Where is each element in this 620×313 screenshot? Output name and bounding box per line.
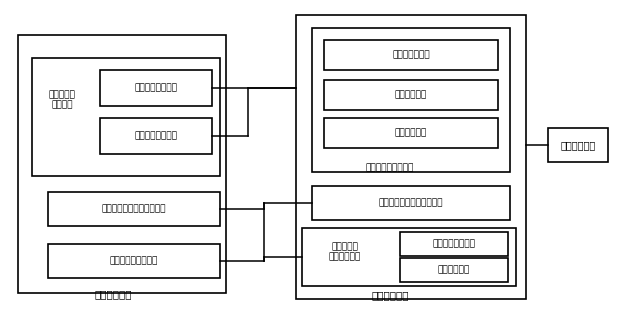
Text: 图像数据采集单元: 图像数据采集单元 [135,84,177,93]
Text: 导航数据采集单元: 导航数据采集单元 [135,131,177,141]
Bar [548,128,608,162]
Text: 图像重建单元: 图像重建单元 [395,129,427,137]
Text: 动脉自旋标记信息采集单元: 动脉自旋标记信息采集单元 [102,204,166,213]
Text: 脑功能信息处理单元: 脑功能信息处理单元 [366,163,414,172]
Bar [400,258,508,282]
Bar [48,192,220,226]
Text: 动脉自旋标记信息处理单元: 动脉自旋标记信息处理单元 [379,198,443,208]
Text: 脑功能信息
采集单元: 脑功能信息 采集单元 [48,90,76,110]
Bar [32,58,220,176]
Text: 密度函数计算单元: 密度函数计算单元 [433,239,476,249]
Text: 信息采集模块: 信息采集模块 [94,289,131,299]
Text: 图像重建单元: 图像重建单元 [438,265,470,275]
Text: 图像显示模块: 图像显示模块 [560,140,596,150]
Text: 水分子弥散信息单元: 水分子弥散信息单元 [110,256,158,265]
Bar [312,28,510,172]
Bar [100,118,212,154]
Bar [302,228,516,286]
Text: 水分子弥散
信息处理单元: 水分子弥散 信息处理单元 [329,242,361,262]
Bar [100,70,212,106]
Bar [18,35,226,293]
Text: 图像预处理单元: 图像预处理单元 [392,50,430,59]
Bar [48,244,220,278]
Bar [324,80,498,110]
Bar [324,118,498,148]
Bar [296,15,526,299]
Bar [312,186,510,220]
Bar [400,232,508,256]
Bar [324,40,498,70]
Text: 数据计算单元: 数据计算单元 [395,90,427,100]
Text: 信息处理模块: 信息处理模块 [371,290,409,300]
